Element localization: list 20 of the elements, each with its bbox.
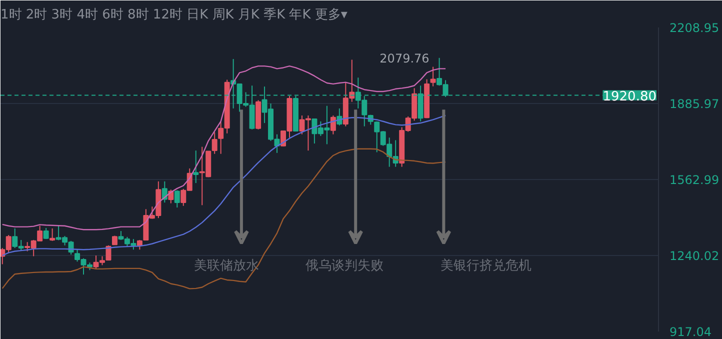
line-series <box>2 114 446 256</box>
annotation: 2079.76 <box>380 51 430 66</box>
y-tick-label: 1240.02 <box>670 249 720 263</box>
candlestick <box>136 239 142 250</box>
candlestick <box>50 228 56 242</box>
candlestick <box>430 66 436 87</box>
line-series <box>2 65 446 230</box>
annotation: 美银行挤兑危机 <box>440 258 532 274</box>
candlestick <box>162 180 168 204</box>
chart-subtitle: 1时 2时 3时 4时 6时 8时 12时 日K 周K 月K 季K 年K 更多▾ <box>0 8 348 22</box>
y-tick-label: 2208.95 <box>670 21 720 35</box>
y-tick-label: 1885.97 <box>670 97 720 111</box>
candlestick <box>193 150 199 184</box>
ref-line-label: 1920.80 <box>602 89 657 104</box>
y-tick-label: 917.04 <box>670 325 712 339</box>
candlestick <box>330 114 336 135</box>
annotation: 俄乌谈判失败 <box>305 258 384 274</box>
candlestick <box>174 190 180 208</box>
candlestick <box>212 132 218 154</box>
y-tick-label: 1562.99 <box>670 173 720 187</box>
